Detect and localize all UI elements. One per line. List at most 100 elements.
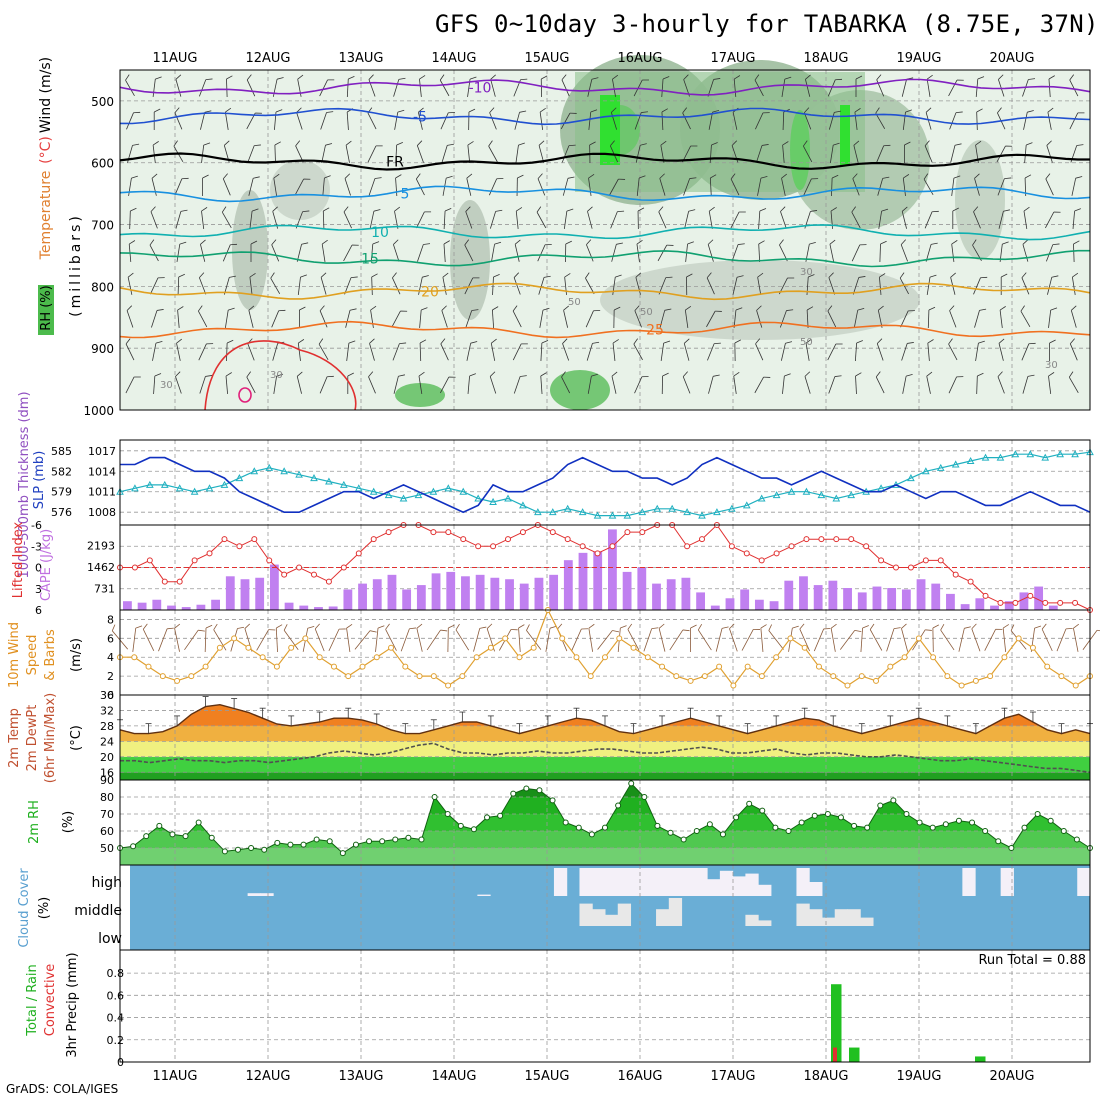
wind-barb-10m	[690, 624, 697, 652]
barb-flag	[275, 109, 283, 113]
isotherm-label: 15	[361, 252, 379, 268]
barb-staff	[440, 112, 449, 130]
barb-staff	[758, 210, 761, 230]
cape-bar	[813, 585, 823, 610]
barb-flag	[906, 373, 913, 377]
barb-flag	[253, 176, 260, 179]
barb-flag	[564, 273, 571, 278]
rh-point	[837, 814, 844, 821]
barb-flag	[1045, 173, 1051, 180]
barb-staff	[827, 79, 836, 97]
barb-flag	[319, 305, 325, 311]
barb-flag	[1046, 140, 1052, 146]
barb-staff	[860, 628, 864, 652]
wind-barb	[902, 373, 913, 394]
rh-point	[234, 846, 241, 853]
barb-flag	[251, 208, 259, 212]
wind-speed-point	[801, 644, 808, 651]
rh-point	[942, 821, 949, 828]
rh-legend-swatch	[38, 285, 54, 335]
wind-barb	[416, 211, 432, 229]
temp-tick: 32	[100, 704, 114, 717]
barb-flag	[683, 74, 689, 80]
barb-staff	[852, 178, 860, 196]
barb-staff	[585, 277, 595, 295]
wind-barb-10m	[860, 625, 869, 652]
wind-barb	[319, 79, 335, 97]
wind-barb-10m	[204, 624, 213, 653]
barb-staff	[271, 310, 280, 328]
wind-barb	[1045, 211, 1061, 229]
barb-flag	[273, 173, 280, 179]
barb-staff	[393, 376, 399, 394]
barb-staff	[539, 310, 544, 328]
rh-shading	[955, 140, 1005, 260]
barb-flag	[829, 239, 836, 245]
cape-bar	[828, 580, 838, 610]
rh-point	[772, 824, 779, 831]
barb-staff	[345, 310, 351, 328]
barb-flag	[156, 309, 164, 311]
wind-barb	[319, 375, 334, 394]
wind-speed-point	[530, 644, 537, 651]
cape-bar	[167, 605, 176, 610]
wind-barb	[128, 175, 138, 196]
wind-barb	[513, 272, 521, 295]
top-date-tick: 15AUG	[524, 51, 569, 66]
barb-staff	[813, 628, 825, 652]
barb-staff	[1020, 311, 1031, 327]
barb-staff	[951, 244, 955, 262]
barb-staff	[175, 376, 182, 394]
wind-barb	[489, 107, 497, 130]
wind-speed-point	[901, 654, 908, 661]
barb-staff	[247, 343, 255, 361]
barb-flag	[131, 175, 138, 179]
barb-staff	[900, 310, 909, 328]
barb-staff	[925, 112, 932, 130]
lifted-index-point	[161, 578, 168, 585]
wind-barb	[1023, 206, 1030, 229]
bottom-date-tick: 12AUG	[245, 1069, 290, 1084]
thickness-point	[742, 501, 751, 509]
cape-bar	[387, 574, 397, 610]
barb-flag	[394, 206, 401, 212]
thickness-point	[578, 508, 587, 516]
barb-flag	[205, 375, 213, 377]
precip-total-bar	[975, 1056, 986, 1062]
barb-flag	[810, 210, 818, 212]
barb-flag	[297, 74, 304, 80]
wind-barb-10m	[697, 623, 712, 651]
barb-flag	[787, 277, 795, 279]
rh-point	[379, 838, 386, 845]
wind-barb	[319, 305, 328, 328]
wind-barb	[539, 107, 546, 130]
wind-barb	[1068, 371, 1079, 393]
bottom-date-tick: 14AUG	[431, 1069, 476, 1084]
barb-flag	[471, 309, 479, 311]
barb-staff	[1045, 178, 1054, 196]
barb-staff	[828, 277, 836, 295]
barb-staff	[127, 277, 133, 295]
barb-staff	[199, 376, 206, 394]
barb-flag	[639, 175, 646, 179]
barb-flag	[495, 209, 503, 212]
wind-barb	[538, 275, 551, 295]
barb-flag	[444, 207, 452, 212]
barb-flag	[610, 140, 615, 147]
barb-staff	[419, 309, 422, 329]
barb-flag	[301, 242, 309, 245]
barb-staff	[901, 628, 909, 652]
barb-staff	[151, 178, 157, 196]
wind-barb	[661, 372, 669, 395]
lifted-index-point	[818, 536, 825, 543]
barb-flag	[228, 307, 235, 311]
wind-barb	[707, 239, 714, 262]
barb-flag	[344, 173, 351, 179]
barb-staff	[855, 375, 857, 395]
barb-flag	[470, 341, 478, 344]
cape-bar	[725, 598, 735, 610]
barb-staff	[998, 211, 1004, 229]
barb-staff	[782, 144, 785, 164]
barb-flag	[721, 626, 729, 629]
lifted-index-point	[1057, 599, 1064, 606]
